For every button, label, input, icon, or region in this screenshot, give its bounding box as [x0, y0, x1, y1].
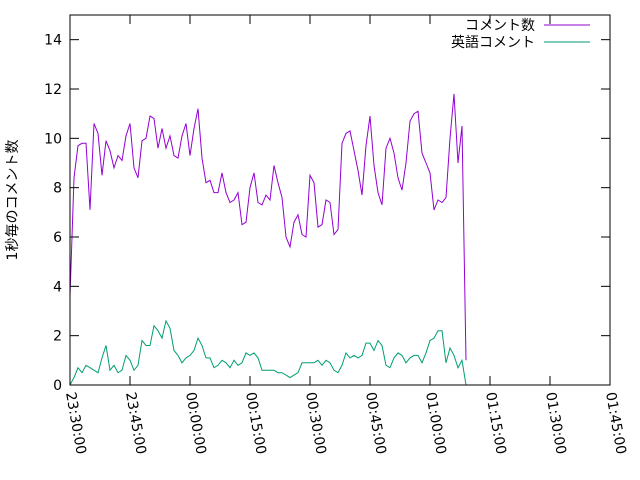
- y-tick-label: 6: [53, 230, 62, 246]
- y-tick-label: 10: [44, 131, 62, 147]
- series-line-0: [69, 93, 467, 361]
- y-tick-label: 0: [53, 378, 62, 394]
- y-tick-label: 8: [53, 181, 62, 197]
- y-tick-label: 14: [44, 33, 62, 49]
- series-line-1: [69, 319, 467, 386]
- y-tick-label: 2: [53, 329, 62, 345]
- plot-frame: [69, 14, 611, 386]
- legend-label: コメント数: [465, 18, 535, 34]
- legend-label: 英語コメント: [451, 34, 535, 51]
- y-tick-label: 4: [53, 279, 62, 295]
- y-axis-label: 1秒毎のコメント数: [5, 140, 21, 261]
- y-tick-label: 12: [44, 82, 62, 98]
